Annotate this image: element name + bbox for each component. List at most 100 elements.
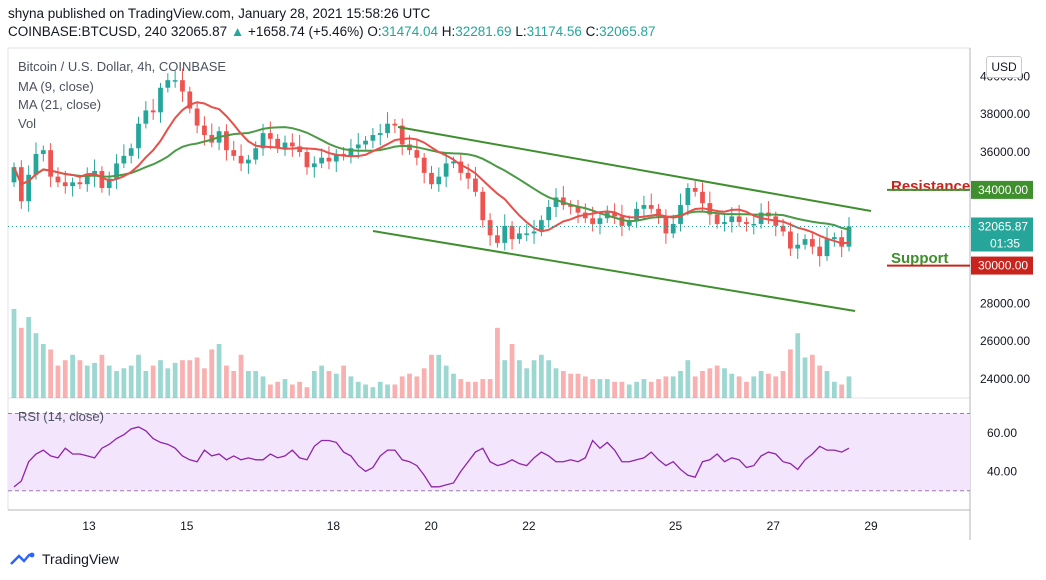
candle-body <box>670 223 676 234</box>
time-tick-label: 20 <box>424 519 438 533</box>
volume-bar <box>143 371 149 398</box>
volume-bar <box>546 360 552 398</box>
price-chart[interactable]: 40000.0038000.0036000.0034000.0032000.00… <box>0 0 1046 545</box>
open-label: O: <box>367 24 382 39</box>
candle-body <box>106 178 112 188</box>
volume-bar <box>399 376 405 398</box>
candle-body <box>443 163 449 177</box>
rsi-legend: RSI (14, close) <box>18 409 104 424</box>
volume-bar <box>766 373 771 398</box>
channel-lower-line <box>372 230 856 312</box>
volume-bar <box>707 368 713 398</box>
volume-bar <box>634 381 639 398</box>
volume-bar <box>62 360 68 398</box>
candle-body <box>802 239 808 245</box>
volume-bar <box>480 379 486 398</box>
candle-body <box>722 222 727 224</box>
candle-body <box>407 144 412 151</box>
price-tick-label: 26000.00 <box>980 334 1030 348</box>
volume-bar <box>385 384 390 398</box>
candle-body <box>817 246 823 257</box>
candle-body <box>451 161 456 164</box>
candle-body <box>121 155 127 164</box>
support-price-value: 30000.00 <box>978 259 1028 273</box>
ma9-legend: MA (9, close) <box>18 79 94 94</box>
candle-body <box>289 142 295 147</box>
ma21-legend: MA (21, close) <box>18 97 101 112</box>
volume-bar <box>648 381 654 398</box>
volume-bar <box>150 365 156 398</box>
candle-body <box>663 216 669 234</box>
candle-body <box>172 80 178 82</box>
open-value: 31474.04 <box>381 24 438 39</box>
candle-body <box>348 148 354 156</box>
candle-body <box>143 110 149 124</box>
candle-body <box>465 172 471 179</box>
volume-bar <box>626 384 632 398</box>
price-tick-label: 36000.00 <box>980 145 1030 159</box>
candle-body <box>70 182 75 187</box>
candle-body <box>480 191 486 221</box>
candle-body <box>692 188 698 192</box>
candle-body <box>626 220 632 226</box>
volume-bar <box>531 360 537 398</box>
candle-body <box>304 152 310 168</box>
volume-bar <box>553 368 559 398</box>
candle-body <box>517 233 522 240</box>
volume-bar <box>831 381 837 398</box>
volume-bar <box>106 365 112 398</box>
candle-body <box>231 150 237 156</box>
vol-legend: Vol <box>18 116 36 131</box>
volume-bar <box>846 376 852 398</box>
candle-body <box>297 146 303 153</box>
volume-bar <box>253 371 259 398</box>
channel-upper-line <box>397 126 872 212</box>
candle-body <box>685 188 691 206</box>
volume-bar <box>509 344 515 398</box>
volume-bars <box>11 308 852 398</box>
candle-body <box>377 133 383 136</box>
footer-brand[interactable]: TradingView <box>10 551 119 567</box>
candle-body <box>62 182 68 187</box>
volume-bar <box>663 376 669 398</box>
candle-body <box>260 133 266 149</box>
candle-body <box>656 208 661 217</box>
candle-body <box>333 153 339 162</box>
time-tick-label: 25 <box>669 519 683 533</box>
volume-bar <box>114 371 119 398</box>
volume-bar <box>582 376 588 398</box>
volume-bar <box>817 365 823 398</box>
footer-brand-label: TradingView <box>42 551 120 567</box>
candle-body <box>355 144 361 149</box>
ma9-line <box>13 101 850 245</box>
volume-bar <box>568 373 574 398</box>
last-price-value: 32065.87 <box>978 219 1028 233</box>
volume-bar <box>180 360 185 398</box>
volume-bar <box>414 376 420 398</box>
candle-body <box>729 216 735 223</box>
price-tick-label: 38000.00 <box>980 107 1030 121</box>
volume-bar <box>18 327 24 398</box>
volume-bar <box>443 365 449 398</box>
currency-button[interactable]: USD <box>986 56 1022 78</box>
chart-title: Bitcoin / U.S. Dollar, 4h, COINBASE <box>18 59 226 74</box>
candle-body <box>128 148 134 156</box>
volume-bar <box>172 362 178 398</box>
volume-bar <box>326 371 332 398</box>
volume-bar <box>136 354 141 398</box>
candle-body <box>165 80 171 88</box>
candle-body <box>187 91 193 109</box>
volume-bar <box>502 360 508 398</box>
candle-body <box>48 150 54 177</box>
candle-body <box>392 123 398 126</box>
volume-bar <box>465 381 471 398</box>
candle-body <box>546 206 552 221</box>
volume-bar <box>714 365 720 398</box>
candle-body <box>744 222 749 224</box>
candle-body <box>84 176 90 185</box>
volume-bar <box>355 381 361 398</box>
volume-bar <box>685 360 691 398</box>
volume-bar <box>575 373 581 398</box>
candle-body <box>538 220 544 232</box>
price-tick-label: 28000.00 <box>980 296 1030 310</box>
